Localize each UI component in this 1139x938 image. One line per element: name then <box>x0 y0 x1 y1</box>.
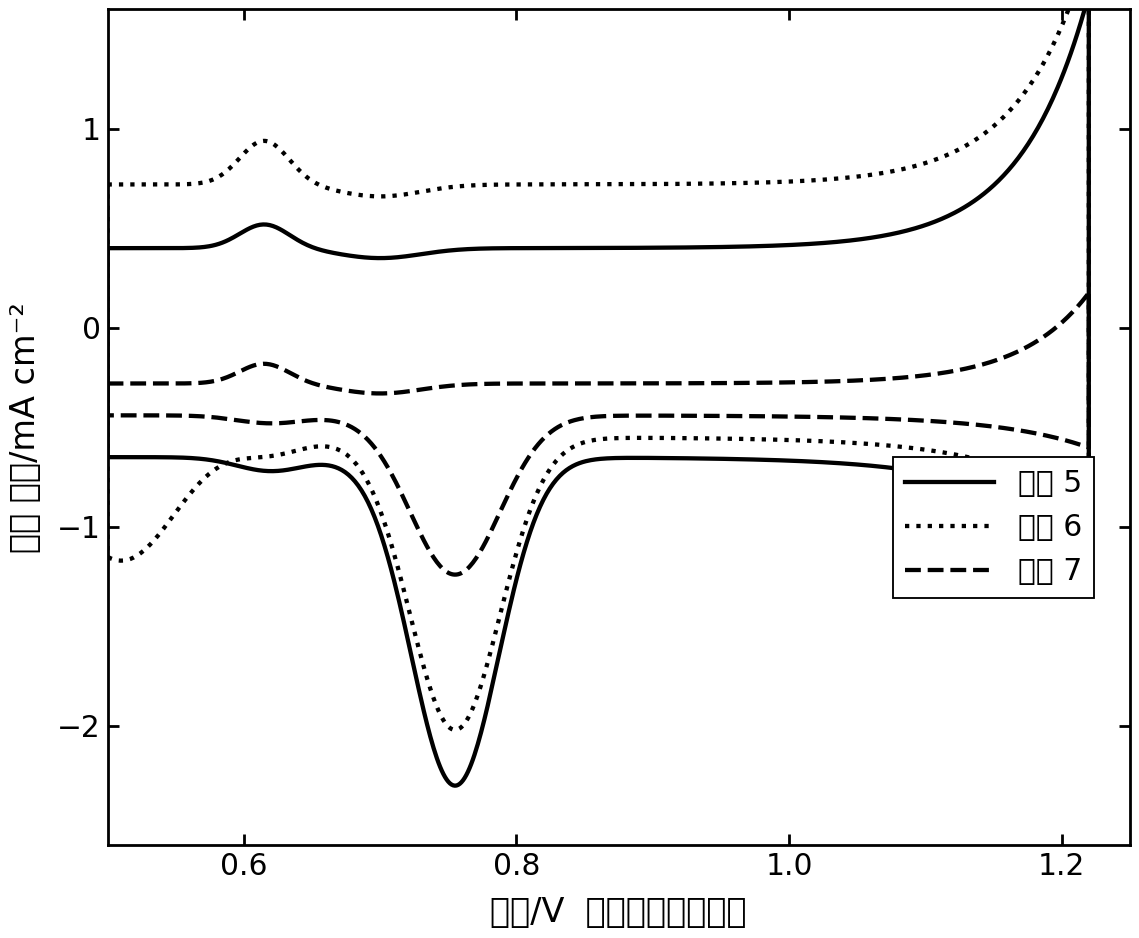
X-axis label: 电位/V  相对于可逆氢电极: 电位/V 相对于可逆氢电极 <box>490 896 747 929</box>
实例 7 <box>100 378 114 389</box>
实例 7 <box>448 569 461 581</box>
实例 7 <box>550 378 564 389</box>
实例 5 <box>448 780 461 792</box>
实例 6 <box>720 177 734 189</box>
实例 6 <box>100 179 114 190</box>
实例 7 <box>1082 287 1096 298</box>
实例 5 <box>720 241 734 252</box>
实例 6 <box>448 724 461 735</box>
实例 5 <box>751 240 764 251</box>
实例 7 <box>829 412 843 423</box>
Y-axis label: 电流 密度/mA cm⁻²: 电流 密度/mA cm⁻² <box>9 302 42 552</box>
实例 7 <box>720 377 734 388</box>
Line: 实例 7: 实例 7 <box>107 293 1089 575</box>
实例 5 <box>100 243 114 254</box>
实例 7 <box>760 411 773 422</box>
实例 6 <box>751 177 764 189</box>
实例 6 <box>829 436 843 447</box>
实例 6 <box>100 179 114 190</box>
实例 6 <box>550 179 564 190</box>
实例 7 <box>100 378 114 389</box>
实例 7 <box>556 418 570 430</box>
Legend: 实例 5, 实例 6, 实例 7: 实例 5, 实例 6, 实例 7 <box>893 458 1095 598</box>
实例 6 <box>556 448 570 460</box>
实例 5 <box>829 458 843 469</box>
实例 5 <box>760 454 773 465</box>
Line: 实例 5: 实例 5 <box>107 0 1089 786</box>
实例 7 <box>751 377 764 388</box>
实例 5 <box>550 242 564 253</box>
实例 5 <box>100 243 114 254</box>
Line: 实例 6: 实例 6 <box>107 0 1089 730</box>
实例 6 <box>760 433 773 445</box>
实例 5 <box>556 467 570 478</box>
